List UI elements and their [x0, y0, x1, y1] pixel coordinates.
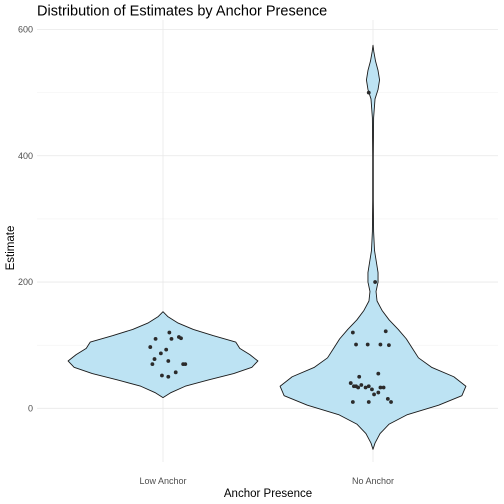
data-point [383, 329, 388, 334]
data-point [350, 400, 355, 404]
data-points [148, 90, 393, 404]
data-point [366, 384, 371, 389]
x-tick-label: No Anchor [352, 476, 394, 486]
data-point [365, 342, 370, 347]
y-axis-tick-labels: 0 200 400 600 [18, 24, 33, 413]
data-point [357, 374, 362, 379]
data-point [350, 330, 355, 335]
data-point [385, 396, 390, 401]
data-point [372, 392, 376, 397]
data-point [387, 343, 391, 348]
data-point [152, 357, 157, 361]
data-point [356, 385, 361, 390]
data-point [148, 345, 153, 349]
y-tick-label: 400 [18, 151, 33, 161]
y-axis-title: Estimate [5, 226, 17, 271]
data-point [376, 371, 381, 376]
data-point [363, 385, 368, 390]
data-point [366, 90, 371, 95]
data-point [359, 383, 364, 387]
data-point [150, 362, 155, 367]
violins [67, 44, 467, 450]
data-point [158, 351, 163, 356]
data-point [378, 342, 383, 347]
data-point [160, 373, 164, 378]
data-point [169, 336, 174, 341]
data-point [381, 385, 386, 390]
x-tick-label: Low Anchor [139, 476, 186, 486]
data-point [183, 362, 188, 367]
data-point [348, 381, 353, 385]
data-point [166, 359, 171, 363]
violin-low-anchor [67, 311, 259, 399]
chart-title: Distribution of Estimates by Anchor Pres… [37, 4, 327, 20]
data-point [370, 387, 374, 392]
gridlines-minor [37, 92, 498, 346]
data-point [179, 336, 183, 341]
violin-no-anchor [279, 44, 467, 450]
y-tick-label: 200 [18, 277, 33, 287]
data-point [153, 336, 158, 341]
y-tick-label: 0 [28, 403, 33, 413]
data-point [166, 374, 171, 379]
data-point [376, 390, 381, 395]
data-point [373, 280, 378, 284]
data-point [164, 347, 169, 352]
data-point [167, 330, 172, 335]
x-axis-tick-labels: Low Anchor No Anchor [139, 476, 394, 486]
x-axis-title: Anchor Presence [224, 488, 312, 500]
data-point [366, 400, 371, 404]
data-point [173, 370, 178, 375]
data-point [389, 400, 393, 404]
y-tick-label: 600 [18, 24, 33, 34]
data-point [378, 385, 383, 390]
data-point [354, 342, 358, 347]
